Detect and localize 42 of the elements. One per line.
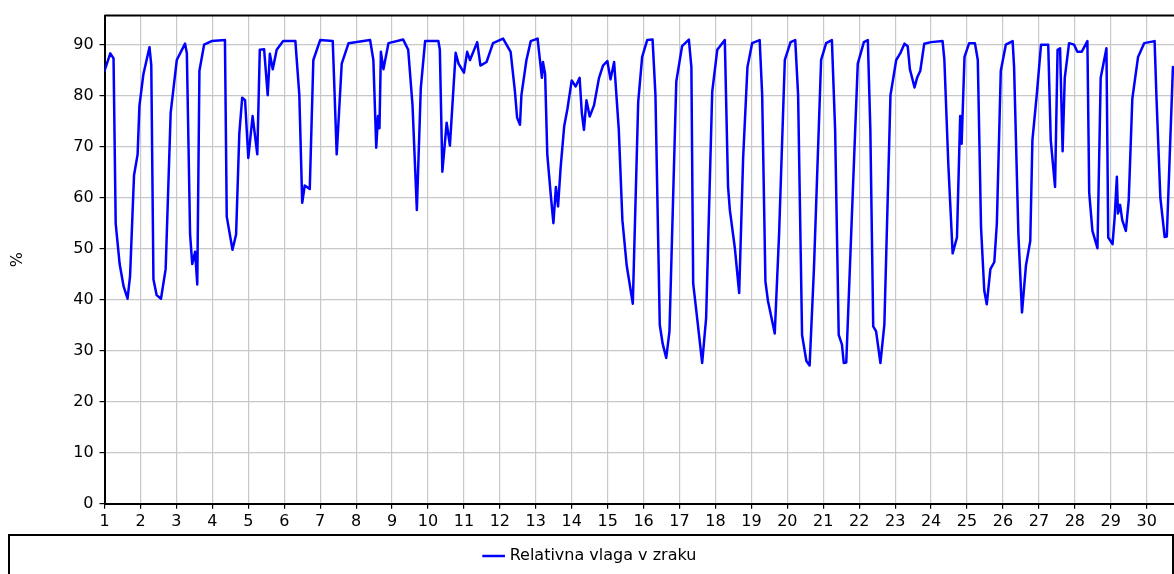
y-axis-title: % — [6, 252, 26, 268]
x-tick-label: 30 — [1136, 510, 1157, 530]
x-tick-label: 24 — [920, 510, 942, 530]
y-tick-label: 60 — [73, 186, 94, 206]
x-tick-label: 20 — [777, 510, 798, 530]
y-tick-label: 0 — [83, 492, 94, 512]
x-tick-label: 4 — [207, 510, 218, 530]
x-tick-label: 10 — [417, 510, 439, 530]
x-tick-label: 23 — [884, 510, 906, 530]
y-tick-label: 50 — [73, 237, 94, 257]
y-tick-label: 70 — [73, 135, 94, 155]
x-tick-label: 12 — [489, 510, 511, 530]
y-tick-label: 10 — [73, 441, 94, 461]
x-tick-label: 2 — [135, 510, 146, 530]
x-tick-label: 16 — [633, 510, 654, 530]
x-tick-label: 21 — [813, 510, 834, 530]
x-tick-label: 3 — [171, 510, 182, 530]
y-tick-label: 40 — [73, 288, 94, 308]
x-tick-label: 22 — [849, 510, 870, 530]
x-tick-label: 7 — [315, 510, 326, 530]
x-tick-label: 13 — [525, 510, 546, 530]
x-tick-label: 6 — [279, 510, 290, 530]
legend-label: Relativna vlaga v zraku — [509, 545, 697, 565]
x-tick-label: 19 — [741, 510, 762, 530]
x-tick-label: 17 — [669, 510, 690, 530]
x-tick-label: 26 — [992, 510, 1014, 530]
x-tick-label: 11 — [453, 510, 475, 530]
x-tick-label: 9 — [386, 510, 398, 530]
y-tick-label: 20 — [73, 390, 94, 410]
y-tick-label: 30 — [73, 339, 94, 359]
x-tick-label: 25 — [956, 510, 978, 530]
x-tick-label: 18 — [705, 510, 726, 530]
x-tick-label: 5 — [243, 510, 254, 530]
x-tick-label: 14 — [561, 510, 582, 530]
x-tick-label: 28 — [1064, 510, 1085, 530]
x-tick-label: 29 — [1100, 510, 1121, 530]
x-tick-label: 1 — [99, 510, 110, 530]
x-tick-label: 15 — [597, 510, 618, 530]
y-tick-label: 90 — [73, 33, 94, 53]
x-tick-label: 27 — [1028, 510, 1050, 530]
y-tick-label: 80 — [73, 84, 94, 104]
x-tick-label: 8 — [351, 510, 362, 530]
